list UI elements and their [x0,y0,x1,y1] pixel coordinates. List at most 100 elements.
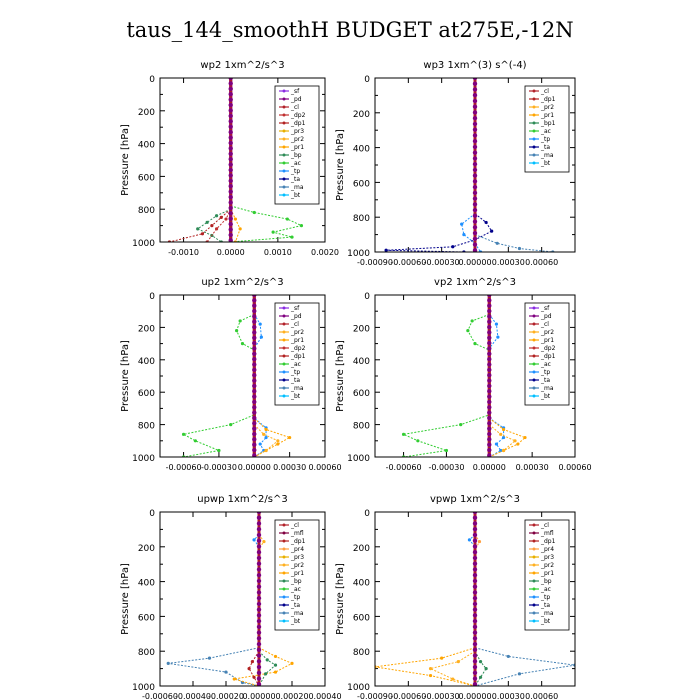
zero-line-marker [228,113,233,119]
x-tick-label: 0.00030 [492,258,525,267]
series-point-ta [484,220,488,225]
series-point-pr1 [273,654,278,659]
y-axis-label: Pressure [hPa] [335,340,346,412]
zero-line-marker [256,549,262,555]
y-tick-label: 1000 [132,454,155,464]
legend-marker-dp1 [282,539,286,543]
legend-label-dp1: _dp1 [290,353,306,360]
x-tick-label: -0.00060 [390,258,426,267]
legend-marker-pr2 [282,330,286,334]
zero-line-marker [487,378,492,383]
legend-marker-ta [282,603,286,607]
legend-label-dp2: _dp2 [290,112,306,119]
legend-label-pd: _pd [540,313,552,320]
legend-label-dp1: _dp1 [540,96,556,103]
legend-marker-bp [532,121,536,125]
legend-marker-sf [282,306,286,310]
legend-label-ma: _ma [540,610,554,617]
zero-line-marker [472,207,478,213]
zero-line-marker [228,189,233,194]
series-point-ma [506,654,510,659]
zero-line-marker [228,102,233,108]
zero-line-marker [472,659,478,664]
y-axis-label: Pressure [hPa] [120,563,131,635]
y-axis-label: Pressure [hPa] [335,563,346,635]
legend-marker-pd [282,314,286,318]
series-point-tp [496,335,500,339]
legend-marker-tp [532,595,536,599]
legend-marker-ma [532,611,536,615]
series-point-tp [499,448,503,453]
legend-box [274,519,320,631]
x-tick-label: 0.00000 [458,258,491,267]
zero-line-marker [256,567,262,572]
legend-label-pr4: _pr4 [540,546,554,553]
legend-label-pr3: _pr3 [290,554,304,561]
zero-line-marker [252,431,257,437]
series-line-ac [182,313,255,457]
zero-line-marker [487,324,492,330]
series-point-dp1 [252,675,256,679]
zero-line-marker [252,314,257,319]
zero-line-marker [252,389,257,394]
plot-frame [159,77,326,243]
series-point-ac [229,423,233,427]
zero-line-marker [487,389,492,394]
x-tick-label: 0.00030 [516,463,549,472]
y-tick-label: 0 [364,509,370,519]
series-line-ma [474,234,553,252]
y-tick-label: 600 [353,389,370,399]
zero-line-marker [472,578,478,584]
zero-line-marker [228,151,233,156]
legend-marker-dp1 [532,354,536,358]
series-point-ac [473,342,477,346]
legend-marker-dp2 [282,113,286,117]
zero-line-marker [252,437,257,442]
series-point-pr1 [273,670,278,674]
series-point-pr2 [513,439,517,443]
legend-marker-bt [532,619,536,623]
legend-label-pr2: _pr2 [540,329,554,336]
zero-line-marker [256,555,262,561]
zero-line-marker [228,140,233,146]
zero-line-marker [252,372,257,378]
series-line-pr1 [375,647,476,686]
legend-marker-pr1 [282,571,286,575]
x-tick-label: 0.00060 [525,692,558,700]
zero-line-marker [472,78,478,81]
plot-frame [374,77,576,253]
zero-line-marker [252,319,257,324]
zero-line-marker [487,437,492,442]
legend-marker-pr2 [532,105,536,109]
x-tick-label: 0.00000 [458,692,491,700]
zero-line-marker [472,138,478,144]
panel-title: vp2 1xm^2/s^3 [434,277,516,288]
zero-line-marker [228,194,233,200]
legend-label-mfl: _mfl [290,530,304,537]
legend-label-bt: _bt [290,192,301,199]
legend-label-sf: _sf [290,305,300,312]
zero-line-marker [487,335,492,340]
legend-marker-bt [282,619,286,623]
series-point-ac [271,230,275,234]
legend-marker-pr1 [282,145,286,149]
legend-box [274,302,320,406]
x-tick-label: -0.00030 [424,258,460,267]
legend-label-cl: _cl [290,522,299,529]
legend-marker-bt [282,394,286,398]
legend-label-ac: _ac [540,128,551,135]
legend-label-cl: _cl [540,88,549,95]
series-point-ta [384,248,388,252]
zero-line-marker [256,527,262,532]
legend-marker-bt [532,394,536,398]
zero-line-marker [472,641,478,647]
legend-marker-pr2 [532,563,536,567]
zero-line-marker [472,190,478,196]
legend-label-pr1: _pr1 [540,112,554,119]
legend-marker-ac [532,129,536,133]
series-point-ac [217,448,221,453]
zero-line-marker [228,216,233,221]
zero-line-marker [487,447,492,453]
series-line-pr1 [230,208,241,242]
